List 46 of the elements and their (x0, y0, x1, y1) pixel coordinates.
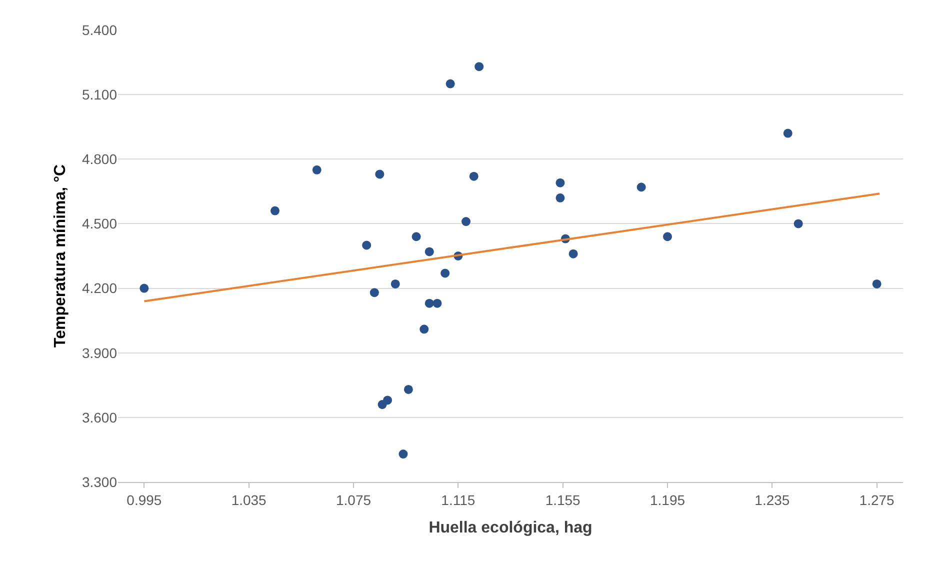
y-tick-label: 5.100 (82, 86, 118, 102)
x-tick-label: 1.235 (754, 492, 790, 508)
point (446, 79, 455, 88)
point (375, 170, 384, 179)
point (556, 178, 565, 188)
y-tick-label: 4.200 (82, 280, 118, 296)
point (424, 298, 434, 308)
point (370, 288, 379, 298)
x-tick-label: 1.275 (859, 492, 895, 508)
point (636, 182, 646, 192)
x-tick-label: 1.195 (650, 492, 686, 508)
point (390, 279, 400, 288)
point (783, 128, 792, 138)
point (474, 62, 484, 72)
point (794, 219, 803, 228)
point (383, 396, 392, 405)
x-tick-label: 1.115 (441, 492, 476, 508)
point (270, 206, 280, 216)
point (140, 284, 149, 293)
x-tick-label: 1.075 (336, 492, 372, 508)
x-axis-title: Huella ecológica, hag (428, 520, 592, 536)
y-tick-label: 4.800 (82, 151, 118, 168)
point (469, 172, 478, 181)
y-tick-label: 5.400 (82, 22, 118, 38)
point (312, 165, 322, 174)
x-tick-label: 1.155 (545, 492, 581, 508)
point (556, 193, 565, 202)
y-tick-label: 4.500 (82, 216, 118, 232)
y-axis-title: Temperatura mínima, °C (52, 164, 69, 348)
point (404, 384, 413, 394)
point (663, 232, 672, 242)
x-tick-label: 0.995 (126, 492, 162, 508)
x-tick-label: 1.035 (231, 492, 267, 508)
point (398, 450, 408, 459)
y-tick-label: 3.600 (82, 409, 118, 426)
point (362, 240, 372, 250)
y-tick-label: 3.300 (82, 474, 118, 490)
point (440, 268, 450, 278)
point (462, 217, 471, 226)
y-tick-label: 3.900 (82, 344, 118, 361)
point (424, 247, 434, 256)
point (412, 232, 421, 242)
point (568, 249, 578, 258)
point (432, 298, 442, 308)
point (872, 279, 882, 288)
point (420, 324, 429, 334)
